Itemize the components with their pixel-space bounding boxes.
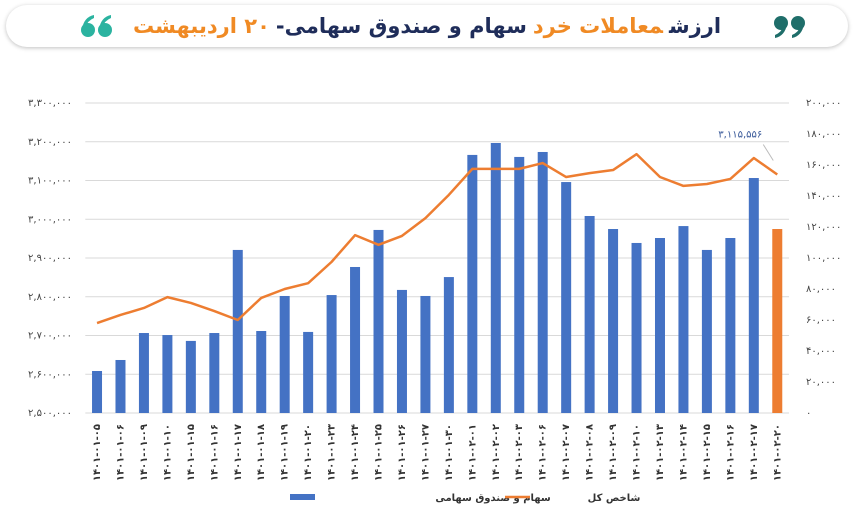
- x-tick-label: ۱۴۰۱-۰۱-۱۰: [162, 424, 173, 481]
- bar: [584, 215, 595, 413]
- bar: [631, 242, 642, 413]
- legend-swatch: [290, 494, 315, 500]
- x-tick-label: ۱۴۰۱-۰۱-۰۵: [92, 424, 103, 481]
- x-tick-label: ۱۴۰۱-۰۱-۰۹: [139, 424, 150, 481]
- y2-tick-label: ۶۰,۰۰۰: [806, 315, 836, 326]
- bar: [303, 331, 314, 413]
- bar: [537, 151, 548, 414]
- y2-tick-label: ۲۰,۰۰۰: [806, 377, 836, 388]
- bar: [138, 333, 149, 413]
- bar: [701, 249, 712, 413]
- y2-tick-label: ۱۲۰,۰۰۰: [806, 222, 841, 233]
- y2-tick-label: ۰: [806, 408, 811, 419]
- bar: [443, 277, 454, 413]
- x-tick-label: ۱۴۰۱-۰۱-۳۰: [444, 424, 455, 481]
- y2-tick-label: ۸۰,۰۰۰: [806, 284, 836, 295]
- leader-line: [762, 144, 774, 161]
- x-tick-label: ۱۴۰۱-۰۲-۱۷: [749, 424, 760, 481]
- y-tick-label: ۲,۹۰۰,۰۰۰: [28, 253, 72, 264]
- x-tick-label: ۱۴۰۱-۰۱-۲۰: [303, 424, 314, 481]
- y2-tick-label: ۱۶۰,۰۰۰: [806, 160, 841, 171]
- x-tick-label: ۱۴۰۱-۰۲-۰۷: [561, 424, 572, 481]
- y-tick-label: ۳,۱۰۰,۰۰۰: [28, 176, 72, 187]
- title-part: معاملات خرد: [532, 14, 664, 38]
- y-tick-label: ۲,۶۰۰,۰۰۰: [28, 369, 72, 380]
- bar: [396, 289, 407, 413]
- quote-left: [81, 15, 112, 37]
- bar: [490, 142, 501, 414]
- x-tick-label: ۱۴۰۱-۰۱-۲۴: [350, 424, 361, 481]
- bar: [209, 333, 220, 413]
- x-tick-label: ۱۴۰۱-۰۲-۰۸: [585, 424, 596, 481]
- x-tick-label: ۱۴۰۱-۰۲-۲۰: [772, 424, 783, 481]
- x-tick-label: ۱۴۰۱-۰۲-۰۱: [467, 424, 478, 481]
- x-tick-label: ۱۴۰۱-۰۲-۱۳: [655, 424, 666, 481]
- x-tick-label: ۱۴۰۱-۰۱-۲۷: [420, 424, 431, 481]
- y2-tick-label: ۴۰,۰۰۰: [806, 346, 836, 357]
- bar: [185, 340, 196, 413]
- y-tick-label: ۲,۸۰۰,۰۰۰: [28, 292, 72, 303]
- x-tick-label: ۱۴۰۱-۰۲-۱۵: [702, 424, 713, 481]
- x-tick-label: ۱۴۰۱-۰۱-۱۵: [186, 424, 197, 481]
- bar: [162, 335, 173, 413]
- line: [96, 152, 778, 325]
- y-tick-label: ۲,۷۰۰,۰۰۰: [28, 331, 72, 342]
- bar: [654, 238, 665, 413]
- y2-tick-label: ۱۴۰,۰۰۰: [806, 191, 841, 202]
- title-part: ارزش: [669, 14, 722, 38]
- y-tick-label: ۳,۳۰۰,۰۰۰: [28, 98, 72, 109]
- bar: [467, 154, 478, 414]
- quote-icons: [81, 15, 805, 38]
- x-tick-label: ۱۴۰۱-۰۱-۱۷: [233, 424, 244, 481]
- bar: [279, 295, 290, 413]
- bar: [256, 331, 267, 413]
- bar: [608, 229, 619, 413]
- y-tick-label: ۳,۲۰۰,۰۰۰: [28, 137, 72, 148]
- y2-tick-label: ۱۰۰,۰۰۰: [806, 253, 841, 264]
- x-tick-label: ۱۴۰۱-۰۱-۱۶: [209, 424, 220, 481]
- x-tick-label: ۱۴۰۱-۰۱-۲۵: [374, 424, 385, 481]
- bar: [326, 295, 337, 413]
- legend-label: سهام و صندوق سهامی: [435, 493, 551, 504]
- bar: [92, 370, 103, 413]
- x-tick-label: ۱۴۰۱-۰۱-۱۸: [256, 424, 267, 481]
- x-tick-label: ۱۴۰۱-۰۱-۲۳: [327, 424, 338, 481]
- bar: [772, 229, 783, 413]
- x-tick-label: ۱۴۰۱-۰۱-۲۶: [397, 424, 408, 481]
- bar: [115, 359, 126, 413]
- x-tick-label: ۱۴۰۱-۰۲-۰۶: [538, 424, 549, 481]
- bar: [514, 156, 525, 413]
- x-tick-label: ۱۴۰۱-۰۲-۰۹: [608, 424, 619, 481]
- x-tick-label: ۱۴۰۱-۰۱-۱۹: [280, 424, 291, 481]
- legend-label: شاخص کل: [588, 493, 641, 504]
- quote-right: [774, 16, 805, 38]
- x-tick-label: ۱۴۰۱-۰۲-۱۰: [632, 424, 643, 481]
- x-tick-label: ۱۴۰۱-۰۱-۰۶: [115, 424, 126, 481]
- bar: [725, 238, 736, 413]
- y-tick-label: ۳,۰۰۰,۰۰۰: [28, 214, 72, 225]
- title-part: سهام و صندوق سهامی-: [275, 14, 527, 38]
- bar: [748, 178, 759, 413]
- bar: [561, 182, 572, 413]
- title-part: ۲۰ اردیبهشت: [132, 14, 270, 38]
- x-tick-label: ۱۴۰۱-۰۲-۰۲: [491, 424, 502, 481]
- bar: [373, 229, 384, 413]
- y-tick-label: ۲,۵۰۰,۰۰۰: [28, 408, 72, 419]
- x-tick-label: ۱۴۰۱-۰۲-۱۴: [678, 424, 689, 481]
- x-tick-label: ۱۴۰۱-۰۲-۱۶: [725, 424, 736, 481]
- x-tick-label: ۱۴۰۱-۰۲-۰۳: [514, 424, 525, 481]
- y2-tick-label: ۱۸۰,۰۰۰: [806, 129, 841, 140]
- bar: [678, 226, 689, 413]
- bar: [420, 295, 431, 413]
- bar: [350, 266, 361, 413]
- y2-tick-label: ۲۰۰,۰۰۰: [806, 98, 841, 109]
- chart-title: ارزشمعاملات خردسهام و صندوق سهامی-۲۰ ارد…: [6, 14, 848, 38]
- data-label: ۳,۱۱۵,۵۵۶: [718, 129, 762, 140]
- header: ارزشمعاملات خردسهام و صندوق سهامی-۲۰ ارد…: [6, 5, 848, 47]
- bar: [232, 249, 243, 413]
